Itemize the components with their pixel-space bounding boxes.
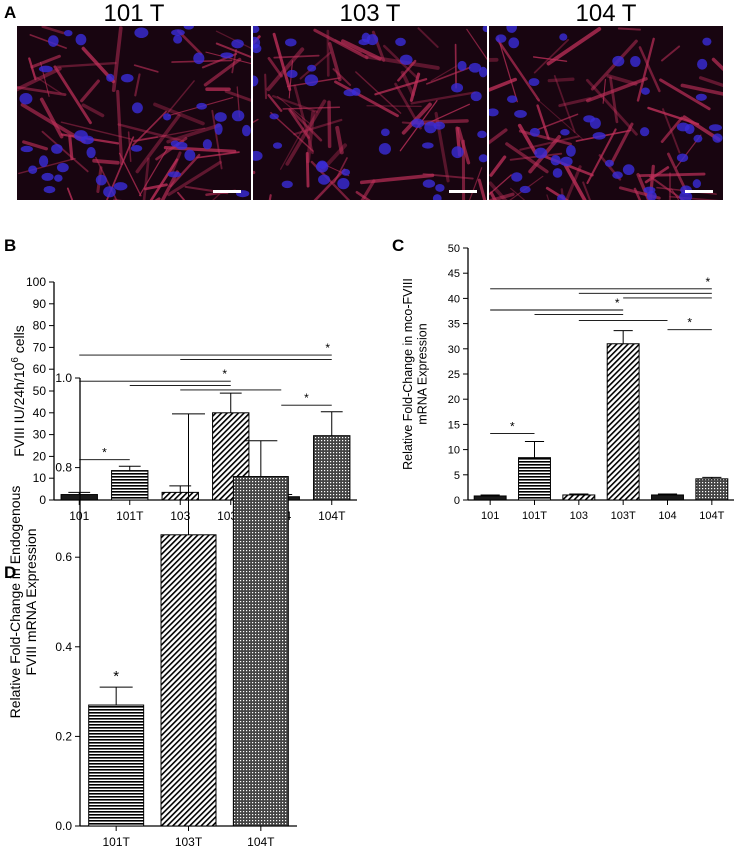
x-tick-label-101T: 101T (522, 510, 547, 522)
chart-c-mco-fviii-mrna: 0 5 10 15 20 25 30 35 40 45 50 101 101T 103 103T 104 104… (401, 243, 734, 522)
significance-star: * (304, 391, 309, 405)
y-tick-label: 50 (448, 243, 460, 255)
image-title-103t: 103 T (339, 0, 401, 27)
y-tick-label: 10 (33, 471, 47, 485)
micrograph-103t (253, 26, 487, 200)
x-tick-label-103: 103 (170, 509, 190, 523)
y-tick-label: 0.0 (55, 819, 72, 833)
bar-101 (473, 495, 507, 501)
y-tick-label: 1.0 (55, 371, 72, 385)
image-title-101t: 101 T (103, 0, 165, 27)
significance-star: * (510, 419, 515, 433)
bar-103T (160, 534, 217, 827)
y-axis-label-line2: mRNA Expression (416, 323, 430, 424)
significance-star: * (113, 668, 119, 685)
y-tick-label: 80 (33, 319, 47, 333)
y-tick-label: 90 (33, 297, 47, 311)
x-tick-label-104T: 104T (247, 835, 275, 848)
y-tick-label: 35 (448, 319, 460, 331)
y-tick-label: 20 (448, 394, 460, 406)
y-tick-label: 0.6 (55, 550, 72, 564)
y-tick-label: 45 (448, 268, 460, 280)
y-tick-label: 20 (33, 449, 47, 463)
bar-104 (651, 494, 684, 501)
y-tick-label: 0.2 (55, 729, 72, 743)
x-tick-label-103: 103 (570, 510, 588, 522)
x-tick-label-104T: 104T (699, 510, 724, 522)
bar-103 (562, 494, 596, 501)
bar-101T (88, 704, 145, 827)
chart-b-fviii-activity: 0102030405060708090100101101T103103T1041… (10, 275, 357, 523)
bar-104T (695, 478, 729, 501)
y-axis-label-line2: FVIII mRNA Expression (23, 528, 39, 675)
y-tick-label: 0.4 (55, 640, 72, 654)
micrograph-101t (17, 26, 251, 200)
chart-d-endogenous-fviii-mrna: 0.0 0.2 0.4 0.6 0.8 1.0 101T 103T 104T * Relative … (7, 371, 297, 848)
y-axis-label: Relative Fold-Change in Endogenous (7, 486, 23, 719)
micrograph-104t (489, 26, 723, 200)
y-tick-label: 0 (454, 495, 460, 507)
x-tick-label-103T: 103T (611, 510, 636, 522)
y-tick-label: 70 (33, 340, 47, 354)
x-tick-label-104T: 104T (318, 509, 346, 523)
y-tick-label: 25 (448, 369, 460, 381)
y-tick-label: 50 (33, 384, 47, 398)
bar-104T (313, 435, 351, 501)
significance-star: * (705, 275, 710, 289)
x-tick-label-101T: 101T (102, 835, 130, 848)
significance-star: * (615, 296, 620, 310)
y-tick-label: 0 (39, 493, 46, 507)
bar-103T (606, 343, 640, 501)
bar-104T (232, 476, 289, 827)
x-tick-label-104: 104 (658, 510, 676, 522)
y-tick-label: 0.8 (55, 461, 72, 475)
x-tick-label-101: 101 (481, 510, 499, 522)
y-tick-label: 30 (448, 344, 460, 356)
y-tick-label: 30 (33, 428, 47, 442)
y-axis-label: FVIII IU/24h/106 cells (10, 325, 27, 457)
significance-star: * (102, 446, 107, 460)
y-tick-label: 40 (448, 293, 460, 305)
significance-star: * (687, 316, 692, 330)
y-axis-label: Relative Fold-Change in mco-FVIII (401, 278, 415, 470)
panel-letter-b: B (4, 236, 17, 255)
y-tick-label: 100 (26, 275, 46, 289)
bar-101T (518, 457, 551, 501)
y-tick-label: 10 (448, 445, 460, 457)
significance-star: * (222, 367, 227, 381)
y-tick-label: 40 (33, 406, 47, 420)
x-tick-label-103T: 103T (175, 835, 203, 848)
y-tick-label: 5 (454, 470, 460, 482)
y-tick-label: 60 (33, 362, 47, 376)
image-title-104t: 104 T (575, 0, 637, 27)
y-tick-label: 15 (448, 419, 460, 431)
panel-letter-d: D (4, 563, 17, 582)
x-tick-label-101T: 101T (116, 509, 144, 523)
panel-letter-a: A (4, 3, 17, 22)
significance-star: * (325, 341, 330, 355)
panel-letter-c: C (392, 236, 405, 255)
